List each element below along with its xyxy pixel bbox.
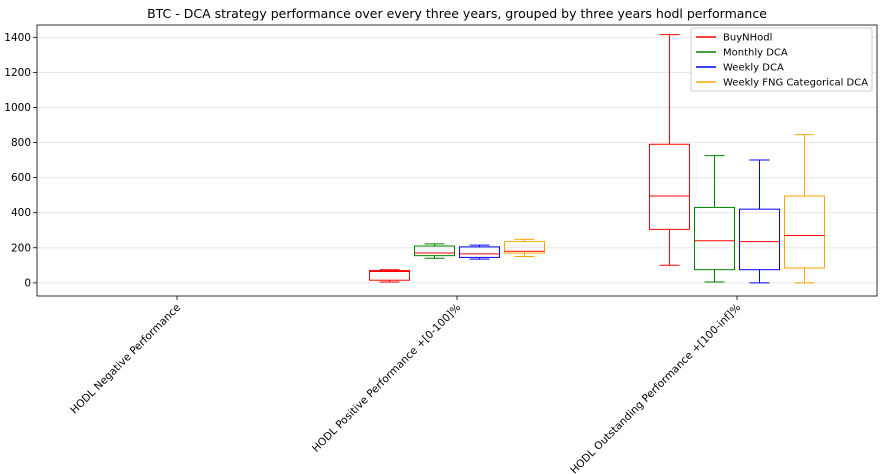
box-weekly-fng-categorical-dca-cat2-box [784, 195, 825, 269]
box-buynhodl-cat2-box [649, 143, 690, 230]
box-weekly-dca-cat2-box [739, 208, 780, 271]
x-tick-label-0: HODL Negative Performance [68, 302, 183, 417]
box-buynhodl-cat1-box [369, 270, 410, 281]
y-tick-label-800: 800 [11, 137, 31, 149]
legend-label-0: BuyNHodl [723, 33, 772, 44]
y-tick-label-200: 200 [11, 242, 31, 254]
legend-label-3: Weekly FNG Categorical DCA [723, 78, 868, 89]
box-weekly-fng-categorical-dca-cat1-box [504, 241, 545, 254]
legend-label-2: Weekly DCA [723, 63, 784, 74]
y-tick-label-400: 400 [11, 207, 31, 219]
y-tick-label-1400: 1400 [4, 32, 31, 44]
box-monthly-dca-cat2-box [694, 206, 735, 271]
y-tick-label-600: 600 [11, 172, 31, 184]
y-tick-label-0: 0 [24, 277, 31, 289]
legend-box [690, 27, 873, 92]
x-tick-label-1: HODL Positive Performance +[0-100]% [310, 302, 463, 455]
box-weekly-dca-cat1-box [459, 246, 500, 258]
y-tick-label-1200: 1200 [4, 67, 31, 79]
y-tick-label-1000: 1000 [4, 102, 31, 114]
box-monthly-dca-cat1-box [414, 245, 455, 257]
x-tick-label-2: HODL Outstanding Performance +[100-inf]% [568, 302, 743, 474]
legend-label-1: Monthly DCA [723, 48, 788, 59]
chart-title: BTC - DCA strategy performance over ever… [147, 6, 767, 21]
